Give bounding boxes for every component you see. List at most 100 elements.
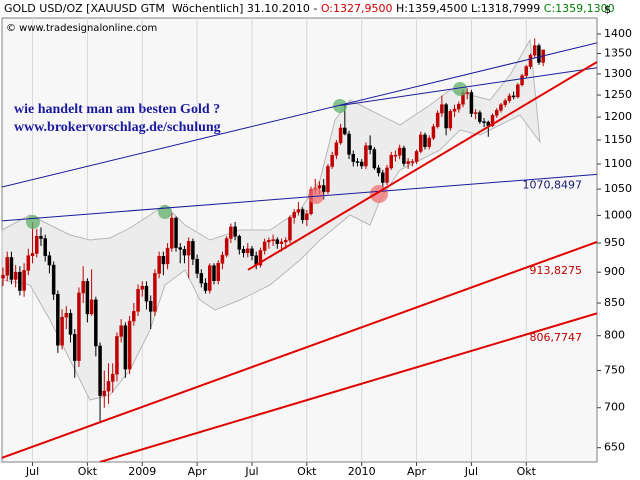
candle-body: [359, 161, 364, 167]
candle-body: [1, 274, 5, 279]
candle-body: [435, 112, 440, 127]
candle-body: [195, 258, 199, 274]
candle-body: [402, 147, 406, 164]
candle-body: [381, 172, 385, 183]
candle-body: [77, 292, 81, 361]
candle-body: [296, 209, 301, 213]
candle-body: [186, 241, 191, 256]
candle-body: [288, 217, 292, 241]
candle-body: [26, 255, 31, 271]
candle-body: [30, 253, 35, 256]
candle-body: [182, 249, 187, 256]
level-label: 1070,8497: [523, 178, 583, 191]
candle-body: [208, 265, 212, 291]
candle-body: [199, 273, 204, 284]
level-label: 806,7747: [530, 331, 583, 344]
candle-body: [98, 345, 102, 396]
candle-body: [18, 271, 22, 291]
y-tick-label: 1400: [604, 27, 632, 40]
candle-body: [224, 238, 229, 256]
candle-body: [132, 311, 136, 322]
candle-body: [174, 217, 178, 248]
candle-body: [330, 154, 334, 167]
candle-body: [351, 154, 356, 162]
candle-body: [258, 250, 263, 266]
candle-body: [60, 316, 64, 346]
y-tick-label: 1050: [604, 182, 632, 195]
candle-body: [457, 103, 461, 110]
candle-body: [482, 121, 486, 123]
candle-body: [368, 145, 372, 150]
header-part: GOLD USD/OZ [XAUUSD GTM Wöchentlich] 31.…: [4, 2, 321, 15]
candle-body: [81, 281, 85, 294]
y-tick-label: 1100: [604, 157, 632, 170]
candle-body: [233, 226, 237, 237]
x-tick-label: Jul: [244, 465, 258, 478]
candle-body: [22, 270, 26, 291]
x-tick-label: 2009: [128, 465, 156, 478]
candle-body: [473, 112, 478, 114]
y-tick-label: 700: [604, 401, 625, 414]
y-tick-label: 800: [604, 329, 625, 342]
candle-body: [321, 185, 326, 192]
candle-body: [507, 95, 512, 101]
candle-body: [343, 127, 347, 135]
candle-body: [317, 185, 322, 189]
y-tick-label: 850: [604, 296, 625, 309]
candle-body: [347, 133, 351, 155]
trendline: [247, 61, 597, 271]
x-tick-label: 2010: [348, 465, 376, 478]
trendline: [2, 240, 597, 459]
candle-body: [490, 115, 495, 126]
candle-body: [334, 142, 339, 156]
y-tick-label: 1350: [604, 47, 632, 60]
level-label: 913,8275: [530, 264, 583, 277]
x-tick-label: Apr: [188, 465, 208, 478]
candle-body: [397, 147, 402, 156]
candle-body: [292, 211, 296, 218]
candle-body: [178, 247, 182, 250]
signal-circle: [158, 205, 172, 219]
x-tick-label: Okt: [78, 465, 98, 478]
candle-body: [305, 213, 309, 220]
candle-body: [410, 161, 415, 163]
copyright: © www.tradesignalonline.com: [6, 23, 157, 34]
candle-body: [364, 145, 368, 167]
y-tick-label: 950: [604, 236, 625, 249]
candle-body: [279, 241, 284, 244]
candle-body: [300, 209, 305, 220]
candle-body: [440, 104, 444, 114]
candle-body: [465, 92, 469, 94]
candle-body: [64, 313, 69, 318]
candle-body: [532, 45, 537, 56]
header-part: O:1327,9500: [321, 2, 393, 15]
candle-body: [136, 289, 140, 312]
candle-body: [275, 239, 280, 244]
candle-body: [229, 226, 233, 239]
candle-body: [271, 239, 275, 241]
x-tick-label: Jul: [25, 465, 39, 478]
candle-body: [419, 134, 423, 152]
candle-body: [427, 137, 431, 147]
candle-body: [503, 100, 507, 105]
annotation: www.brokervorschlag.de/schulung: [14, 120, 221, 135]
candle-body: [47, 255, 52, 266]
candle-body: [144, 285, 149, 302]
trendlines: [2, 42, 597, 462]
x-tick-label: Okt: [297, 465, 317, 478]
candle-body: [431, 126, 436, 139]
candle-body: [43, 238, 47, 256]
chart-header: GOLD USD/OZ [XAUUSD GTM Wöchentlich] 31.…: [4, 2, 615, 15]
candle-body: [267, 239, 271, 243]
y-tick-label: 1200: [604, 110, 632, 123]
y-tick-label: 650: [604, 441, 625, 454]
candle-body: [35, 236, 39, 254]
candle-body: [203, 282, 208, 291]
candle-body: [478, 112, 482, 122]
header-part: C:1359,1300: [544, 2, 615, 15]
candle-body: [212, 265, 216, 281]
trendline: [339, 67, 597, 107]
candle-body: [524, 66, 529, 76]
candle-body: [153, 273, 157, 312]
